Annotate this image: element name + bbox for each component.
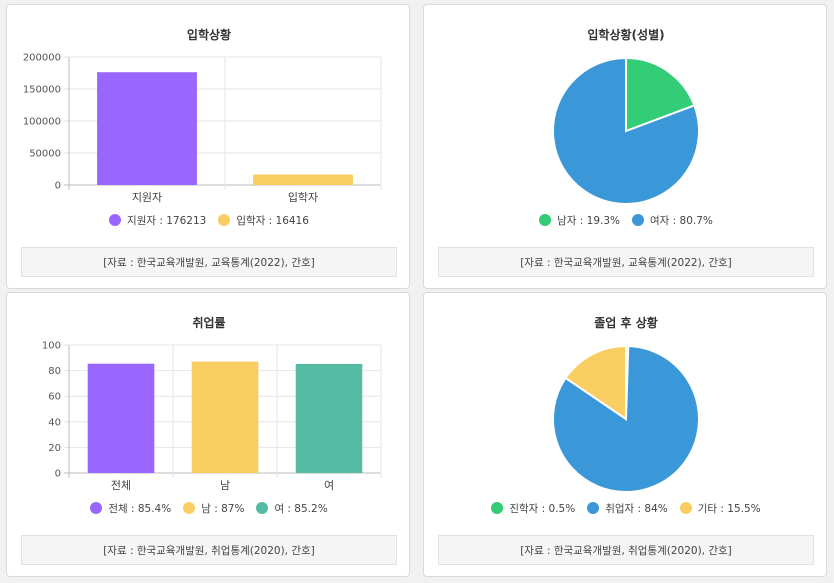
legend-swatch — [539, 214, 552, 226]
bar-남 — [191, 361, 259, 473]
x-category-label: 여 — [324, 479, 334, 492]
source-note: [자료 : 한국교육개발원, 교육통계(2022), 간호] — [21, 247, 397, 277]
legend-swatch — [491, 502, 504, 514]
legend-swatch — [109, 214, 122, 226]
legend-label: 취업자 : 84% — [605, 502, 668, 515]
chart-legend: 진학자 : 0.5% 취업자 : 84% 기타 : 15.5% — [424, 499, 828, 517]
x-category-label: 입학자 — [288, 191, 318, 204]
y-tick-label: 150000 — [23, 85, 61, 96]
legend-item[interactable]: 진학자 : 0.5% — [491, 501, 575, 516]
legend-label: 입학자 : 16416 — [236, 214, 309, 227]
admission-gender-pie-chart: 입학상황(성별) — [552, 27, 700, 205]
legend-item[interactable]: 기타 : 15.5% — [679, 501, 761, 516]
source-note: [자료 : 한국교육개발원, 취업통계(2020), 간호] — [21, 535, 397, 565]
legend-label: 여자 : 80.7% — [650, 214, 713, 227]
y-tick-label: 100 — [42, 341, 61, 352]
chart-legend: 전체 : 85.4% 남 : 87% 여 : 85.2% — [7, 499, 411, 517]
chart-title: 졸업 후 상황 — [594, 315, 658, 330]
legend-swatch — [218, 214, 231, 226]
x-category-label: 지원자 — [132, 191, 162, 204]
legend-swatch — [587, 502, 600, 514]
legend-label: 남자 : 19.3% — [557, 214, 620, 227]
legend-item[interactable]: 여 : 85.2% — [256, 501, 328, 516]
source-note: [자료 : 한국교육개발원, 취업통계(2020), 간호] — [438, 535, 814, 565]
x-category-label: 남 — [220, 479, 230, 492]
legend-label: 지원자 : 176213 — [127, 214, 207, 227]
y-tick-label: 200000 — [23, 53, 61, 64]
y-tick-label: 20 — [48, 443, 61, 454]
legend-item[interactable]: 여자 : 80.7% — [632, 213, 713, 228]
legend-item[interactable]: 남 : 87% — [183, 501, 244, 516]
legend-item[interactable]: 취업자 : 84% — [587, 501, 668, 516]
pie-slice-남자 — [625, 56, 696, 133]
chart-card-after-graduation: 졸업 후 상황 진학자 : 0.5% 취업자 : 84% 기타 : 15.5% [자… — [423, 292, 827, 577]
y-tick-label: 60 — [48, 392, 61, 403]
legend-item[interactable]: 지원자 : 176213 — [109, 213, 206, 228]
admission-bar-chart: 입학상황 0 50000 100000 150000 200000 지원자 입학자 — [23, 27, 382, 204]
legend-item[interactable]: 남자 : 19.3% — [539, 213, 620, 228]
y-tick-label: 0 — [55, 469, 61, 480]
legend-swatch — [632, 214, 644, 226]
chart-title: 취업률 — [192, 315, 225, 330]
legend-swatch — [183, 502, 196, 514]
y-tick-label: 80 — [48, 366, 61, 377]
chart-card-admission-gender: 입학상황(성별) 남자 : 19.3% 여자 : 80.7% [자료 : 한국교육… — [423, 4, 827, 289]
legend-swatch — [90, 502, 103, 514]
legend-label: 여 : 85.2% — [274, 502, 328, 515]
pie-slice-여자 — [552, 56, 700, 205]
legend-label: 전체 : 85.4% — [108, 502, 172, 515]
chart-card-employment-rate: 취업률 0 20 40 60 80 100 전체 남 여 전체 : 85.4% 남 : 87% 여 :… — [6, 292, 410, 577]
legend-swatch — [256, 502, 269, 514]
x-category-label: 전체 — [111, 479, 131, 492]
bar-입학자 — [253, 174, 353, 185]
pie-slice-기타 — [564, 344, 627, 421]
y-tick-label: 100000 — [23, 117, 61, 128]
employment-rate-bar-chart: 취업률 0 20 40 60 80 100 전체 남 여 — [42, 315, 382, 492]
y-tick-label: 40 — [48, 417, 61, 428]
legend-label: 남 : 87% — [201, 502, 245, 515]
y-tick-label: 50000 — [29, 149, 61, 160]
legend-item[interactable]: 전체 : 85.4% — [90, 501, 171, 516]
bar-여 — [295, 363, 363, 473]
legend-item[interactable]: 입학자 : 16416 — [218, 213, 309, 228]
chart-card-admission: 입학상황 0 50000 100000 150000 200000 지원자 입학자 지원자 :… — [6, 4, 410, 289]
legend-label: 기타 : 15.5% — [697, 502, 761, 515]
chart-legend: 지원자 : 176213 입학자 : 16416 — [7, 211, 411, 229]
legend-label: 진학자 : 0.5% — [509, 502, 576, 515]
chart-title: 입학상황(성별) — [587, 27, 664, 42]
y-tick-label: 0 — [55, 181, 61, 192]
after-graduation-pie-chart: 졸업 후 상황 — [552, 315, 700, 493]
chart-title: 입학상황 — [187, 27, 231, 42]
source-note: [자료 : 한국교육개발원, 교육통계(2022), 간호] — [438, 247, 814, 277]
legend-swatch — [679, 502, 692, 514]
bar-지원자 — [97, 72, 197, 185]
chart-legend: 남자 : 19.3% 여자 : 80.7% — [424, 211, 828, 229]
bar-전체 — [87, 363, 155, 473]
